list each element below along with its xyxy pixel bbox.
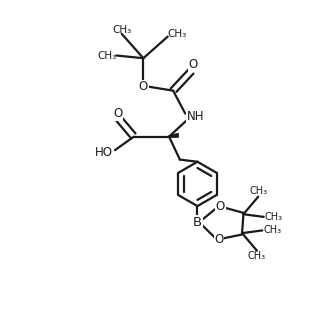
Text: CH₃: CH₃ <box>249 186 267 196</box>
Text: O: O <box>139 80 148 93</box>
Text: O: O <box>216 200 225 213</box>
Text: O: O <box>214 233 224 247</box>
Text: NH: NH <box>187 110 204 123</box>
Text: O: O <box>113 107 122 120</box>
Text: B: B <box>193 216 202 229</box>
Text: O: O <box>189 58 198 72</box>
Text: CH₃: CH₃ <box>97 50 116 60</box>
Text: CH₃: CH₃ <box>264 225 282 235</box>
Polygon shape <box>169 133 179 138</box>
Text: CH₃: CH₃ <box>168 29 187 39</box>
Text: CH₃: CH₃ <box>265 212 283 222</box>
Text: CH₃: CH₃ <box>112 25 131 35</box>
Text: HO: HO <box>95 146 113 159</box>
Text: CH₃: CH₃ <box>248 251 266 261</box>
